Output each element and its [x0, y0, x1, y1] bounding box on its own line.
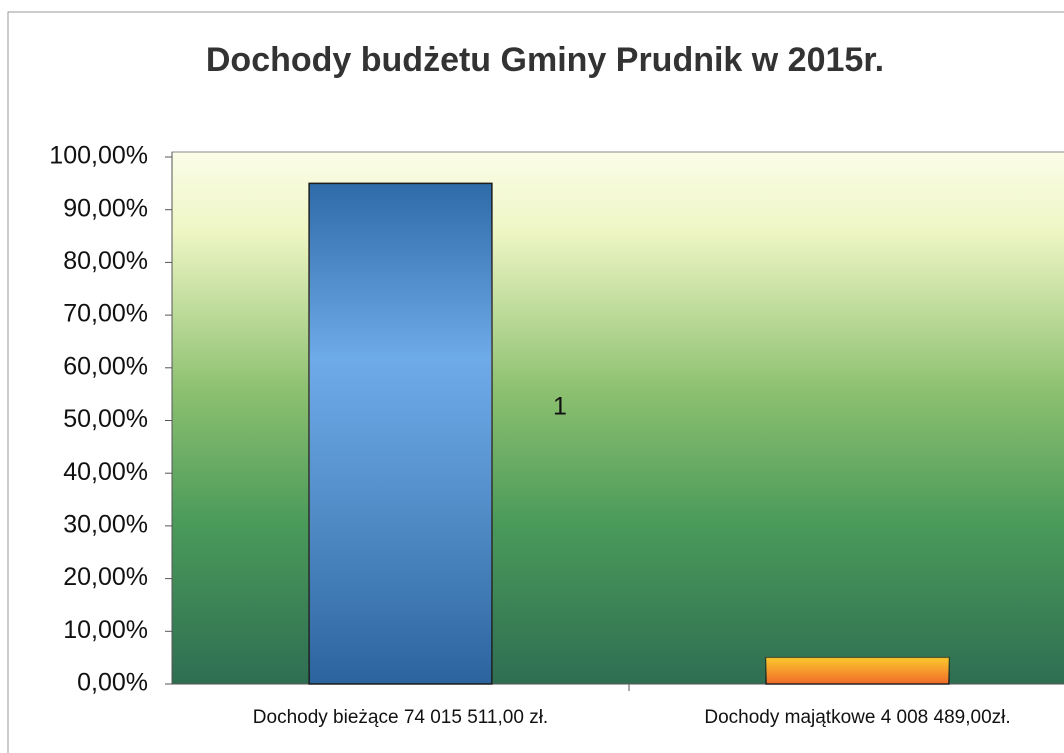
chart-title: Dochody budżetu Gminy Prudnik w 2015r. — [206, 41, 884, 79]
y-tick-label: 0,00% — [77, 669, 148, 697]
annotation: 1 — [553, 393, 567, 421]
y-tick-label: 50,00% — [63, 405, 148, 433]
y-tick-label: 70,00% — [63, 300, 148, 328]
y-tick-label: 40,00% — [63, 458, 148, 486]
x-tick-label: Dochody bieżące 74 015 511,00 zł. — [253, 707, 548, 728]
y-tick-label: 60,00% — [63, 352, 148, 380]
y-tick-label: 80,00% — [63, 247, 148, 275]
plot-area — [171, 151, 1064, 685]
y-tick-label: 100,00% — [49, 142, 148, 170]
bar — [308, 182, 493, 685]
y-tick-label: 20,00% — [63, 563, 148, 591]
y-tick-label: 10,00% — [63, 616, 148, 644]
x-tick-label: Dochody majątkowe 4 008 489,00zł. — [704, 707, 1010, 728]
y-tick-label: 90,00% — [63, 194, 148, 222]
y-tick-label: 30,00% — [63, 511, 148, 539]
bar — [765, 656, 950, 685]
